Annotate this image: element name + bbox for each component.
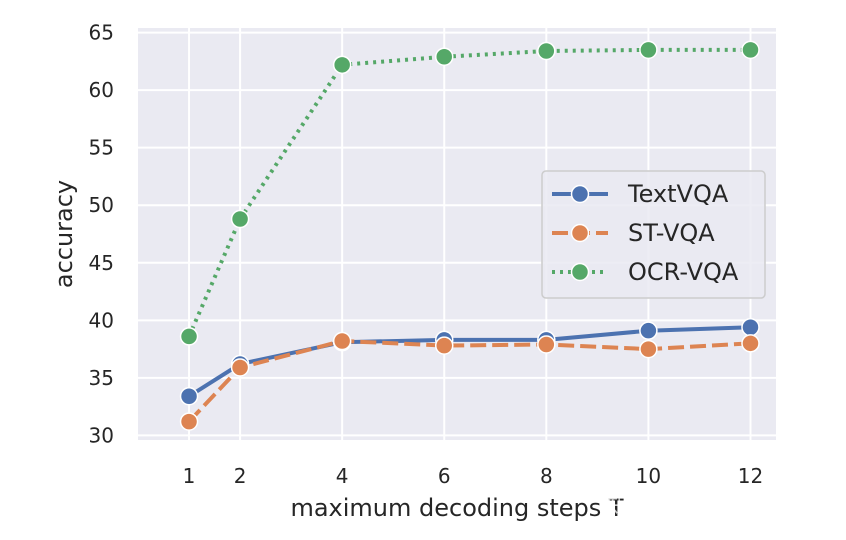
data-point-ocr-vqa (230, 209, 250, 229)
y-tick-label: 55 (89, 136, 114, 160)
data-point-ocr-vqa (434, 47, 454, 67)
legend-marker-ocr-vqa (570, 262, 590, 282)
x-axis-title: maximum decoding steps T (290, 494, 623, 522)
x-tick-label: 2 (234, 464, 247, 488)
data-point-ocr-vqa (537, 41, 556, 61)
x-tick-label: 10 (636, 464, 661, 488)
data-point-st-vqa (537, 335, 556, 354)
y-tick-label: 30 (89, 423, 114, 447)
x-tick-label: 1 (183, 464, 196, 488)
data-point-st-vqa (639, 339, 658, 359)
y-axis-title: accuracy (50, 180, 78, 288)
data-point-textvqa (639, 321, 658, 340)
data-point-st-vqa (434, 336, 454, 355)
data-point-st-vqa (332, 331, 352, 351)
data-point-ocr-vqa (639, 40, 658, 60)
y-tick-label: 60 (89, 78, 114, 102)
y-tick-label: 65 (89, 21, 114, 45)
x-tick-label: 4 (336, 464, 349, 488)
data-point-st-vqa (741, 334, 760, 353)
data-point-ocr-vqa (332, 55, 352, 75)
data-point-textvqa (741, 317, 760, 337)
watermark: 知乎 @Johnson7788 (606, 495, 822, 520)
legend-frame (541, 170, 766, 299)
legend-marker-textvqa (570, 184, 590, 204)
x-tick-label: 12 (738, 464, 763, 488)
legend-label-st-vqa: ST-VQA (628, 219, 715, 247)
y-tick-label: 40 (89, 308, 114, 332)
legend: TextVQA ST-VQA OCR-VQA (541, 170, 766, 299)
data-point-ocr-vqa (179, 327, 199, 346)
legend-marker-st-vqa (570, 223, 590, 243)
x-tick-label: 8 (540, 464, 553, 488)
series-lines (179, 40, 760, 431)
data-point-textvqa (179, 387, 199, 406)
x-tick-label: 6 (438, 464, 451, 488)
data-point-st-vqa (230, 358, 250, 377)
data-point-st-vqa (179, 412, 199, 431)
legend-label-ocr-vqa: OCR-VQA (628, 258, 739, 286)
data-point-ocr-vqa (741, 40, 760, 60)
y-tick-label: 35 (89, 366, 114, 390)
legend-label-textvqa: TextVQA (627, 180, 729, 208)
y-tick-label: 50 (89, 193, 114, 217)
y-tick-label: 45 (89, 251, 114, 275)
